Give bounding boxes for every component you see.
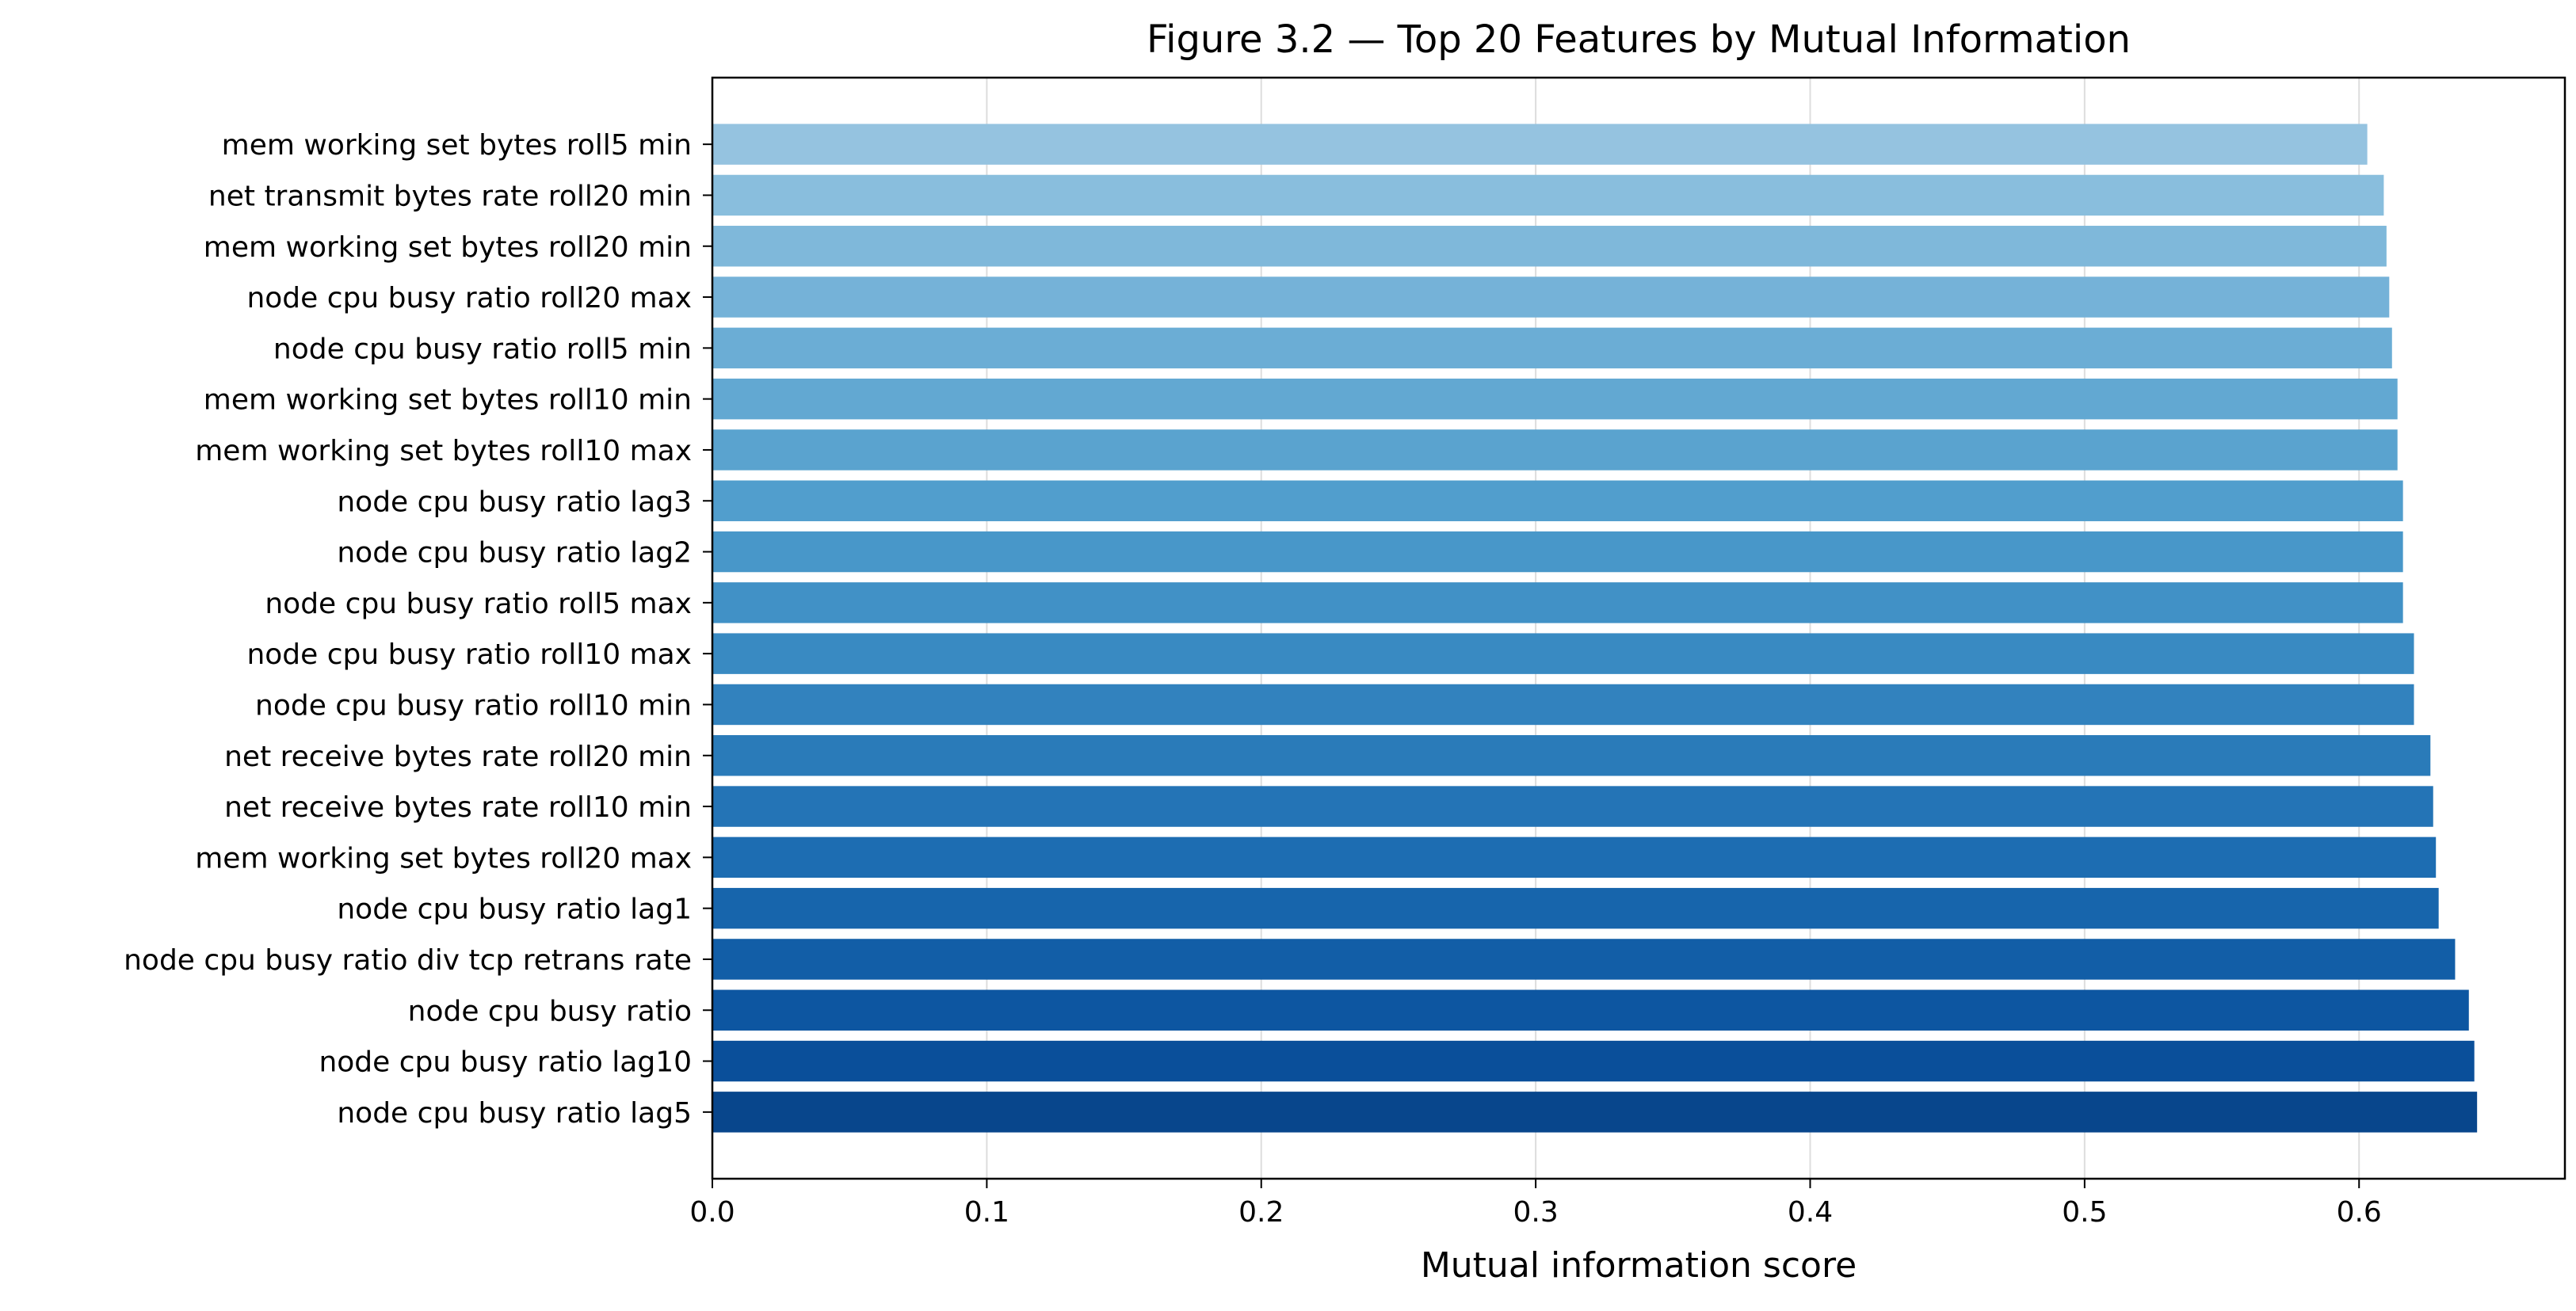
y-tick-label: net receive bytes rate roll10 min [224,791,692,824]
bar [712,429,2398,471]
plot-frame [711,76,2566,1180]
x-tick-label: 0.0 [689,1196,735,1229]
bar [712,837,2437,878]
x-tick-label: 0.5 [2062,1196,2107,1229]
x-tick-label: 0.2 [1238,1196,1284,1229]
y-tick-label: mem working set bytes roll10 max [195,435,692,467]
bar [712,735,2431,776]
bar [712,1040,2475,1082]
x-tick-label: 0.6 [2337,1196,2382,1229]
y-tick-label: node cpu busy ratio lag1 [337,894,692,926]
x-axis-label: Mutual information score [1421,1245,1857,1286]
y-tick-label: mem working set bytes roll10 min [204,384,692,417]
chart-title: Figure 3.2 — Top 20 Features by Mutual I… [1147,17,2131,62]
y-tick-label: mem working set bytes roll5 min [222,129,692,162]
y-tick-label: node cpu busy ratio roll5 min [273,333,692,365]
bars [712,124,2478,1133]
x-tick-label: 0.3 [1513,1196,1558,1229]
y-tick-label: mem working set bytes roll20 max [195,842,692,875]
y-tick-label: node cpu busy ratio roll10 max [246,638,692,671]
y-tick-label: node cpu busy ratio [408,995,692,1027]
bar [712,174,2384,216]
y-tick-label: net receive bytes rate roll20 min [224,741,692,773]
y-tick-label: node cpu busy ratio lag10 [319,1046,692,1079]
y-tick-label: node cpu busy ratio lag3 [337,486,692,518]
y-tick-label: node cpu busy ratio roll10 min [255,689,692,722]
bar [712,480,2403,521]
bar [712,378,2398,420]
y-tick-label: node cpu busy ratio roll20 max [246,282,692,314]
y-axis-ticks: node cpu busy ratio lag5 node cpu busy ra… [124,129,712,1130]
bar [712,327,2392,369]
bar [712,276,2390,318]
bar [712,887,2439,929]
bar [712,633,2414,674]
x-tick-label: 0.1 [964,1196,1009,1229]
y-tick-label: node cpu busy ratio roll5 max [265,588,692,620]
y-tick-label: mem working set bytes roll20 min [204,231,692,264]
bar [712,684,2414,726]
bar [712,989,2469,1031]
bar [712,124,2368,165]
bar [712,939,2456,980]
bar [712,582,2403,623]
x-tick-label: 0.4 [1788,1196,1833,1229]
y-tick-label: node cpu busy ratio lag5 [337,1097,692,1130]
x-axis-ticks: 0.0 0.1 0.2 0.3 0.4 0.5 0.6 [689,1179,2382,1229]
bar [712,226,2387,267]
bar [712,1092,2478,1133]
y-tick-label: node cpu busy ratio lag2 [337,537,692,570]
bar [712,786,2433,827]
y-tick-label: node cpu busy ratio div tcp retrans rate [124,944,692,977]
bar [712,531,2403,573]
y-tick-label: net transmit bytes rate roll20 min [208,180,692,212]
